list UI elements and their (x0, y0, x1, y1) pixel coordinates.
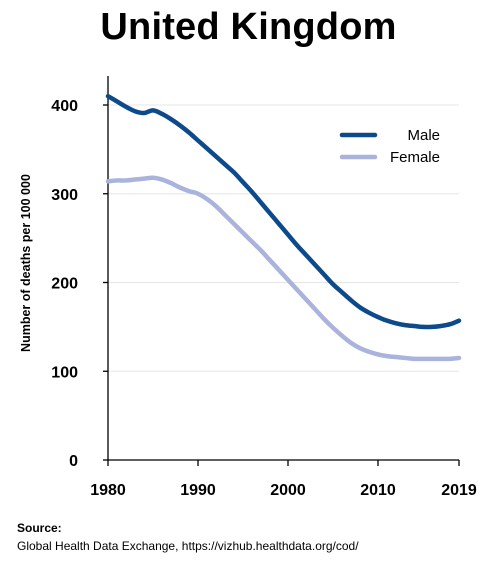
legend: Male Female (339, 127, 440, 166)
x-tick-label: 1980 (90, 482, 126, 499)
axes (103, 76, 460, 466)
source-text: Global Health Data Exchange, https://viz… (17, 539, 359, 553)
grid-lines (108, 104, 459, 372)
y-tick-label: 0 (69, 453, 78, 470)
x-tick-label: 2000 (270, 482, 306, 499)
series-line-male (105, 93, 462, 330)
source-note: Source: Global Health Data Exchange, htt… (17, 519, 359, 555)
y-tick-label: 400 (51, 98, 78, 115)
x-tick-label: 2019 (441, 482, 477, 499)
series-line-female (105, 175, 462, 362)
x-tick-label: 1990 (180, 482, 216, 499)
y-tick-label: 300 (51, 187, 78, 204)
series-lines (105, 93, 462, 362)
chart-title: United Kingdom (100, 6, 397, 48)
legend-label-male: Male (407, 127, 440, 144)
source-heading: Source: (17, 521, 62, 535)
legend-label-female: Female (390, 149, 440, 166)
tick-labels: 0 100 200 300 400 1980 1990 2000 2010 2019 (51, 98, 477, 499)
y-tick-label: 100 (51, 364, 78, 381)
y-axis-label: Number of deaths per 100 000 (19, 174, 33, 352)
y-tick-label: 200 (51, 276, 78, 293)
x-tick-label: 2010 (360, 482, 396, 499)
